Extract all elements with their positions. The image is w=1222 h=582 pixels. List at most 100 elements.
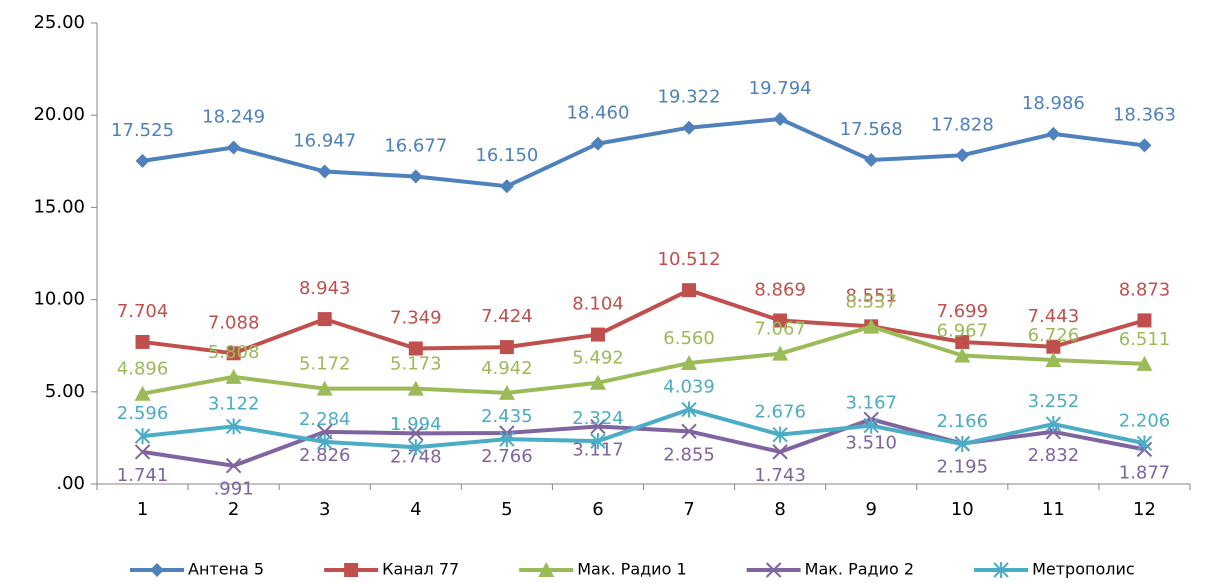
marker [1137, 313, 1152, 328]
marker [538, 562, 555, 577]
data-label: .991 [214, 479, 254, 500]
data-label: 1.877 [1119, 462, 1171, 483]
data-label: 2.855 [663, 444, 715, 465]
marker [765, 562, 782, 578]
x-tick-label: 1 [137, 499, 148, 520]
data-label: 2.166 [937, 411, 989, 432]
marker [1045, 416, 1062, 433]
marker [681, 401, 697, 418]
marker [863, 318, 880, 334]
data-label: 18.986 [1022, 93, 1085, 114]
marker [993, 562, 1009, 578]
data-label: 19.794 [749, 78, 812, 99]
y-tick-label: 5.00 [45, 381, 85, 402]
marker [1136, 435, 1153, 452]
x-tick-label: 11 [1042, 499, 1065, 520]
marker [590, 418, 606, 435]
series-line [142, 324, 1145, 396]
marker [681, 423, 697, 440]
data-label: 19.322 [658, 87, 721, 108]
data-label: 6.511 [1119, 329, 1171, 350]
marker [773, 111, 788, 126]
marker [134, 385, 151, 401]
marker [135, 153, 150, 168]
marker [681, 355, 698, 371]
y-tick-label: 25.00 [33, 12, 85, 33]
marker [589, 374, 606, 390]
data-label: 8.873 [1119, 279, 1171, 300]
marker [134, 444, 151, 460]
legend-label: Канал 77 [382, 560, 459, 579]
marker [317, 312, 332, 327]
data-label: 17.525 [111, 120, 174, 141]
marker [590, 136, 605, 151]
data-label: 3.252 [1028, 391, 1080, 412]
data-label: 7.699 [937, 301, 989, 322]
data-label: 6.967 [937, 321, 989, 342]
x-tick-label: 3 [319, 499, 330, 520]
data-label: 2.435 [481, 406, 533, 427]
data-label: 7.349 [390, 307, 442, 328]
data-label: 17.568 [840, 119, 903, 140]
data-label: 2.826 [299, 445, 351, 466]
data-label: 17.828 [931, 114, 994, 135]
marker [317, 433, 333, 450]
data-label: 1.994 [390, 414, 442, 435]
marker [1046, 126, 1061, 141]
data-label: 4.039 [663, 377, 715, 398]
legend-item: Канал 77 [324, 560, 459, 579]
marker [772, 426, 788, 443]
y-tick-label: .00 [56, 473, 85, 494]
x-tick-label: 5 [501, 499, 512, 520]
data-label: 5.808 [208, 342, 260, 363]
marker [407, 380, 424, 396]
data-label: 3.117 [572, 440, 624, 461]
data-label: 4.896 [117, 359, 169, 380]
data-label: 2.596 [117, 403, 169, 424]
marker [682, 120, 697, 135]
marker [1045, 351, 1062, 367]
data-label: 6.726 [1028, 325, 1080, 346]
x-tick-label: 4 [410, 499, 421, 520]
series-line [142, 116, 1145, 189]
marker [954, 436, 970, 453]
y-tick-label: 20.00 [33, 104, 85, 125]
data-label: 16.947 [293, 130, 356, 151]
data-label: 8.943 [299, 278, 351, 299]
legend-item: Антена 5 [130, 560, 264, 579]
marker [225, 458, 242, 474]
marker [772, 345, 789, 361]
data-label: 8.104 [572, 294, 624, 315]
marker [499, 179, 514, 194]
legend-label: Антена 5 [188, 560, 264, 579]
y-tick-label: 15.00 [33, 196, 85, 217]
legend-item: Мак. Радио 2 [746, 560, 914, 579]
data-label: 7.443 [1028, 306, 1080, 327]
marker [1137, 138, 1152, 153]
marker [864, 153, 879, 168]
series-line [142, 288, 1146, 356]
marker [954, 347, 971, 363]
marker [408, 425, 424, 442]
x-tick-label: 9 [865, 499, 876, 520]
data-label: 16.677 [384, 135, 447, 156]
marker [408, 341, 423, 356]
data-label: 7.704 [117, 301, 169, 322]
marker [499, 431, 515, 448]
x-tick-label: 7 [683, 499, 694, 520]
legend-item: Метрополис [974, 560, 1135, 579]
marker [408, 439, 424, 456]
data-label: 5.172 [299, 354, 351, 375]
data-label: 2.195 [937, 457, 989, 478]
x-tick-label: 2 [228, 499, 239, 520]
x-tick-label: 8 [774, 499, 785, 520]
series-line [142, 407, 1145, 450]
data-label: 7.424 [481, 306, 533, 327]
data-label: 2.284 [299, 409, 351, 430]
x-tick-label: 10 [951, 499, 974, 520]
data-label: 8.537 [845, 292, 897, 313]
marker [134, 428, 151, 445]
legend-item: Мак. Радио 1 [519, 560, 687, 579]
marker [226, 140, 241, 155]
